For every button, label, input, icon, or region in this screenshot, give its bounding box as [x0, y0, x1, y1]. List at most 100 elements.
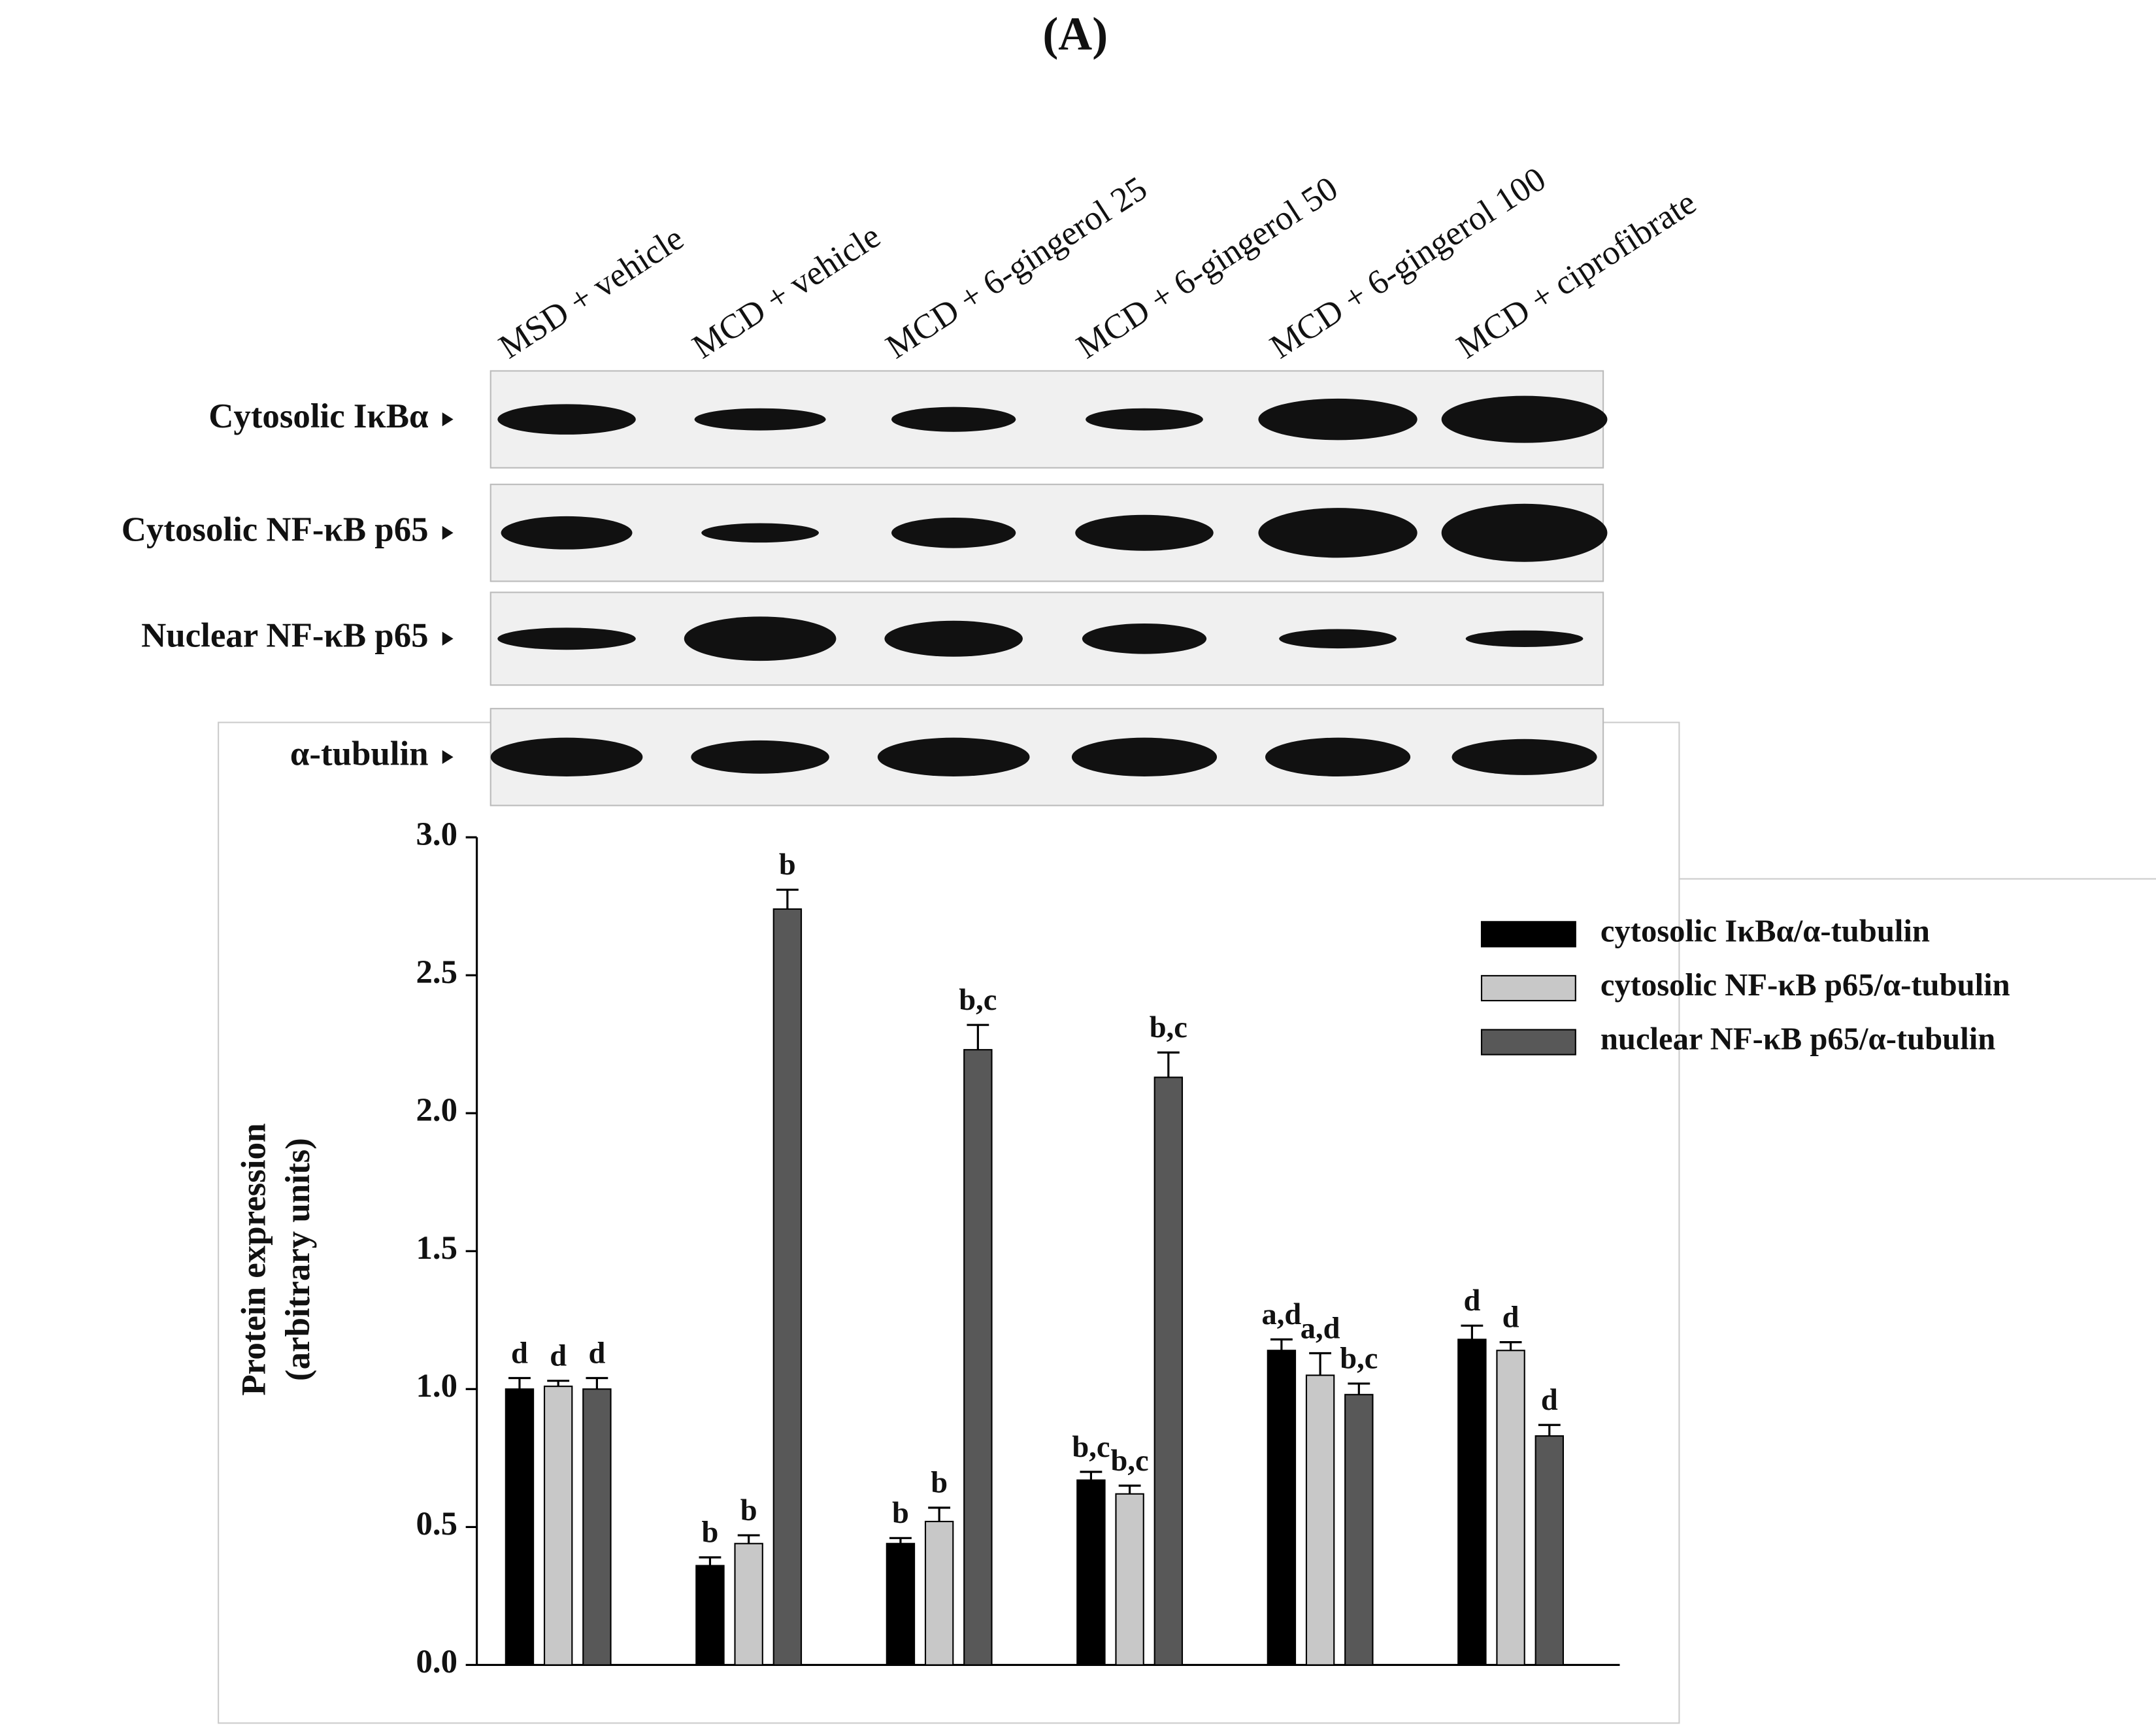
- bar: [1457, 1339, 1487, 1666]
- blot-band: [884, 620, 1023, 657]
- bar: [772, 908, 803, 1666]
- y-tick-label: 1.0: [416, 1367, 457, 1404]
- significance-letter: b,c: [1340, 1342, 1378, 1376]
- error-bar: [1348, 1382, 1370, 1395]
- blot-band: [1279, 629, 1397, 649]
- y-axis-label: (arbitrary units): [279, 1138, 317, 1381]
- significance-letter: d: [588, 1337, 605, 1370]
- bar: [1267, 1350, 1297, 1666]
- bar: [505, 1388, 535, 1666]
- significance-letter: b: [931, 1467, 948, 1500]
- significance-letter: a,d: [1301, 1312, 1340, 1345]
- error-bar: [1080, 1471, 1103, 1480]
- significance-letter: d: [1502, 1301, 1519, 1334]
- blot-band: [490, 737, 643, 776]
- y-tick-label: 0.5: [416, 1505, 457, 1542]
- error-bar: [1461, 1324, 1484, 1340]
- error-bar: [1309, 1352, 1332, 1376]
- legend-swatch: [1480, 974, 1576, 1002]
- blot-band: [497, 404, 636, 435]
- blot-band: [497, 627, 636, 650]
- error-bar: [737, 1534, 760, 1544]
- error-bar: [967, 1023, 989, 1050]
- error-bar: [1270, 1338, 1293, 1351]
- legend-label: nuclear NF-κB p65/α-tubulin: [1600, 1022, 1995, 1057]
- row-arrow: [442, 750, 454, 764]
- legend-label: cytosolic NF-κB p65/α-tubulin: [1600, 967, 2010, 1003]
- blot-band: [1265, 737, 1411, 776]
- legend-label: cytosolic IκBα/α-tubulin: [1600, 914, 1930, 949]
- row-arrow: [442, 631, 454, 646]
- blot-band: [1082, 623, 1207, 654]
- y-tick-label: 0.0: [416, 1643, 457, 1680]
- error-bar: [547, 1380, 570, 1387]
- y-tick-label: 3.0: [416, 816, 457, 852]
- blot-band: [891, 517, 1016, 548]
- bar: [582, 1388, 612, 1666]
- bar: [1076, 1479, 1106, 1666]
- blot-panel: [489, 370, 1604, 469]
- bar: [1153, 1076, 1184, 1666]
- error-bar: [1538, 1423, 1561, 1437]
- bar: [1115, 1493, 1144, 1666]
- legend-swatch: [1480, 921, 1576, 948]
- significance-letter: b,c: [1111, 1444, 1149, 1478]
- row-label: Cytosolic IκBα: [208, 397, 428, 435]
- error-bar: [699, 1556, 721, 1566]
- significance-letter: b: [779, 848, 796, 882]
- significance-letter: b: [702, 1516, 719, 1550]
- lane-label: MCD + vehicle: [686, 217, 887, 366]
- significance-letter: b,c: [1150, 1011, 1187, 1044]
- blot-band: [1086, 408, 1203, 431]
- row-arrow: [442, 525, 454, 540]
- blot-band: [1075, 514, 1214, 551]
- blot-panel: [489, 591, 1604, 686]
- y-tick-label: 1.5: [416, 1229, 457, 1266]
- blot-band: [501, 516, 633, 550]
- significance-letter: d: [1541, 1384, 1558, 1417]
- blot-band: [1441, 395, 1608, 443]
- row-label: α-tubulin: [290, 735, 429, 773]
- bar: [1344, 1393, 1374, 1666]
- blot-band: [701, 523, 819, 543]
- significance-letter: b: [740, 1494, 757, 1527]
- lane-label: MSD + vehicle: [492, 219, 690, 366]
- blot-panel: [489, 708, 1604, 807]
- bar: [695, 1565, 725, 1666]
- blot-band: [1258, 508, 1418, 558]
- blot-band: [1441, 503, 1608, 562]
- row-arrow: [442, 412, 454, 427]
- bar: [886, 1542, 916, 1666]
- row-label: Nuclear NF-κB p65: [141, 616, 428, 654]
- y-tick-label: 2.0: [416, 1091, 457, 1128]
- blot-panel: [489, 484, 1604, 582]
- bar: [1534, 1435, 1565, 1666]
- bar: [734, 1542, 763, 1666]
- y-tick-label: 2.5: [416, 954, 457, 990]
- blot-band: [1258, 398, 1418, 441]
- significance-letter: a,d: [1262, 1298, 1302, 1331]
- bar: [924, 1520, 954, 1666]
- significance-letter: b,c: [959, 984, 997, 1017]
- blot-band: [1465, 630, 1584, 647]
- error-bar: [1157, 1051, 1180, 1078]
- error-bar: [776, 888, 799, 909]
- bar: [963, 1049, 993, 1666]
- blot-band: [694, 408, 826, 431]
- blot-band: [877, 737, 1030, 776]
- significance-letter: b,c: [1072, 1431, 1110, 1464]
- legend-swatch: [1480, 1029, 1576, 1056]
- error-bar: [928, 1506, 951, 1522]
- blot-band: [691, 740, 829, 774]
- bar: [1305, 1374, 1335, 1666]
- significance-letter: d: [1463, 1284, 1480, 1318]
- bar: [1496, 1350, 1525, 1666]
- row-label: Cytosolic NF-κB p65: [122, 510, 429, 548]
- bar: [543, 1386, 573, 1666]
- y-axis-label: Protein expression: [235, 1123, 273, 1396]
- error-bar: [1499, 1341, 1522, 1351]
- error-bar: [508, 1376, 531, 1389]
- error-bar: [586, 1376, 608, 1389]
- blot-band: [684, 616, 837, 661]
